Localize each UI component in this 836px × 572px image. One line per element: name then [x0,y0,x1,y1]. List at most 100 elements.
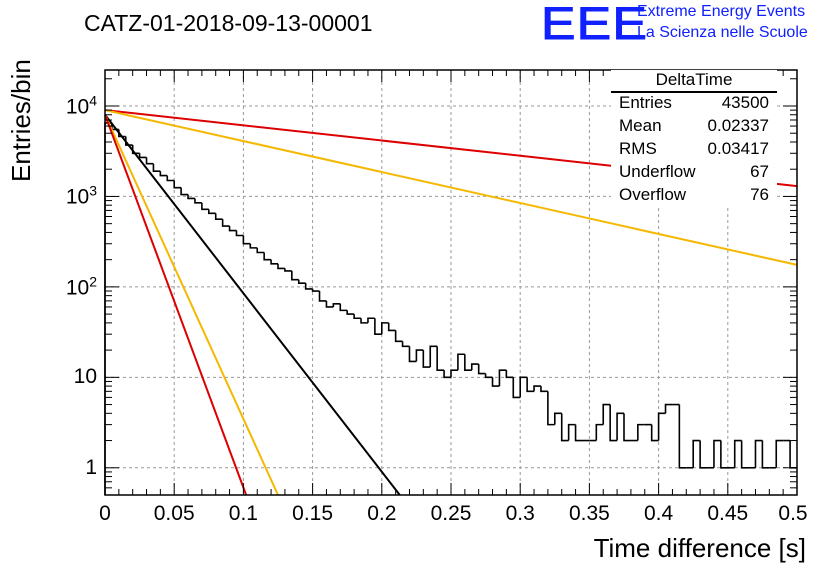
histogram-bin [740,440,749,469]
histogram-bin [450,369,458,378]
histogram-bin [311,288,320,292]
histogram-bin [208,209,216,215]
stats-key: Overflow [619,185,687,204]
histogram-bin [339,303,348,312]
histogram-bin [138,153,147,159]
x-tick-label: 0.3 [505,502,535,525]
fit-line [104,114,248,496]
y-tick-label: 103 [65,182,97,209]
histogram-bin [214,213,223,221]
histogram-bin [297,279,306,284]
histogram-bin [519,376,528,398]
histogram-bin [720,440,728,469]
histogram-bin [761,440,770,469]
histogram-bin [256,247,265,254]
histogram-bin [194,198,202,204]
histogram-bin [692,439,701,468]
histogram-bin [540,386,548,393]
histogram-bin [318,291,327,302]
histogram-bin [678,404,687,469]
histogram-bin [637,423,645,441]
x-tick-label: 0 [99,502,111,525]
stats-box: DeltaTime Entries 43500 Mean 0.02337 RMS… [611,70,777,208]
x-tick-label: 0.5 [778,502,808,525]
y-tick-label: 104 [65,92,97,119]
histogram-bin [443,370,451,379]
stats-value: 67 [750,162,769,181]
histogram-bin [332,303,341,307]
histogram-bin [104,122,112,495]
x-tick-label: 0.4 [643,502,674,525]
histogram-bin [602,403,611,425]
y-tick-label: 10 [73,365,97,389]
y-tick-label: 1 [85,455,97,479]
histogram-bin [270,259,278,265]
histogram-bin [145,157,154,165]
x-tick-label: 0.2 [367,502,397,525]
histogram-bin [484,373,493,379]
x-tick-label: 0.45 [707,502,749,525]
histogram-bin [650,424,659,442]
histogram-bin [221,219,230,227]
histogram-bin [464,354,472,371]
histogram-bin [228,226,237,232]
plot-frame [104,69,798,496]
stats-value: 43500 [721,93,769,112]
histogram-bin [567,423,576,441]
histogram-bin [304,283,313,290]
histogram-bin [152,163,161,173]
fit-line [104,109,798,266]
histogram-bin [263,252,272,261]
histogram-bin [131,145,140,155]
histogram-bin [367,317,375,323]
histogram-bin [353,314,362,320]
histogram-bin [526,377,535,393]
histogram-bin [733,439,742,468]
histogram-bin [166,175,175,182]
histogram-bin [394,330,403,343]
y-tick-label: 102 [65,273,97,300]
x-axis-label: Time difference [s] [593,533,806,563]
histogram-bin [291,270,299,281]
histogram-bin [533,385,541,392]
x-tick-label: 0.25 [430,502,472,525]
histogram-bin [277,263,285,270]
histogram-bin [595,423,604,441]
histogram-bin [422,350,431,368]
histogram-bin [623,413,631,442]
y-axis-label: Entries/bin [6,59,36,182]
histogram-bin [374,318,382,335]
histogram-bin [381,322,389,335]
histogram-bin [159,171,168,177]
histogram-bin [699,440,708,469]
histogram-bin [124,136,133,146]
logo-line-2: La Scienza nelle Scuole [637,24,808,41]
histogram-bin [554,412,562,425]
histogram-bin [498,369,507,387]
histogram-bin [284,268,292,272]
histogram-bin [657,412,666,441]
histogram-bin [415,349,424,362]
histogram-bin [664,403,673,414]
histogram-bin [512,377,521,399]
histogram-bin [429,345,438,368]
histogram-bin [173,180,182,189]
stats-key: RMS [619,139,657,158]
fit-line [104,114,401,496]
histogram-bin [574,424,583,442]
histogram-bin [242,235,251,245]
histogram-bin [560,413,569,442]
histogram-bin [491,377,500,387]
histogram-bin [235,230,244,237]
x-tick-label: 0.35 [568,502,610,525]
histogram-bin [477,364,486,375]
histogram-bin [754,439,763,468]
stats-value: 0.03417 [707,139,769,158]
histogram-bin [249,243,258,249]
x-tick-label: 0.1 [228,502,258,525]
stats-value: 76 [750,185,769,204]
histogram-bin [436,346,445,371]
histogram-bin [346,310,355,315]
histogram-bin [713,439,721,468]
